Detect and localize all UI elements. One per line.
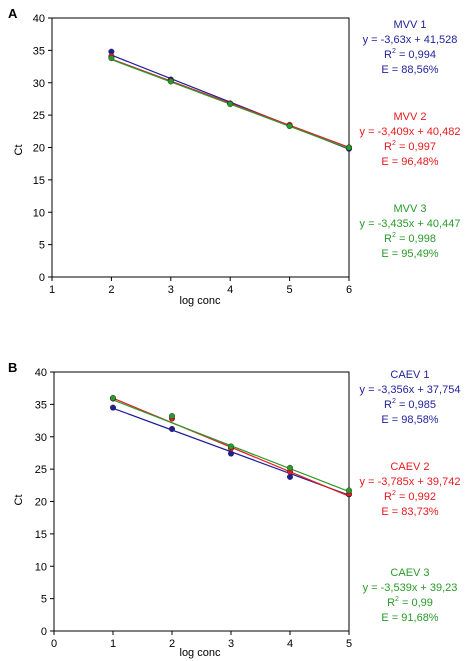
data-point-mvv-3 [167, 78, 174, 85]
data-point-caev-1 [168, 425, 175, 432]
r-squared-label: R2 = 0,997 [384, 140, 436, 153]
y-tick-label: 35 [35, 399, 47, 411]
r-squared-value: = 0,985 [396, 399, 436, 411]
data-point-caev-3 [227, 443, 234, 450]
r-squared-symbol: R [384, 399, 392, 411]
y-tick-label: 30 [33, 78, 45, 90]
r-squared-label: R2 = 0,99 [387, 596, 433, 609]
data-point-caev-3 [168, 413, 175, 420]
y-tick-label: 5 [41, 594, 47, 606]
y-tick-label: 0 [39, 272, 45, 284]
r-squared-symbol: R [387, 597, 395, 609]
x-axis-label: log conc [180, 647, 221, 659]
r-squared-value: = 0,99 [399, 597, 433, 609]
r-squared-label: R2 = 0,998 [384, 232, 436, 245]
y-tick-label: 10 [33, 207, 45, 219]
series-name-label: CAEV 3 [390, 567, 429, 579]
data-point-caev-1 [287, 473, 294, 480]
y-tick-label: 5 [39, 240, 45, 252]
x-tick-label: 0 [51, 638, 57, 650]
plot-frame [51, 17, 350, 278]
data-point-mvv-3 [346, 144, 353, 151]
x-tick-label: 4 [227, 284, 233, 296]
panel-letter: B [8, 360, 17, 375]
x-tick-label: 1 [49, 284, 55, 296]
efficiency-label: E = 96,48% [381, 156, 438, 168]
x-tick-label: 6 [346, 284, 352, 296]
series-name-label: MVV 2 [393, 111, 426, 123]
equation-label: y = -3,539x + 39,23 [363, 582, 458, 594]
series-name-label: CAEV 2 [390, 461, 429, 473]
efficiency-label: E = 83,73% [381, 506, 438, 518]
data-point-mvv-3 [108, 55, 115, 62]
data-point-caev-3 [346, 487, 353, 494]
x-tick-label: 5 [346, 638, 352, 650]
y-tick-label: 35 [33, 45, 45, 57]
equation-label: y = -3,435x + 40,447 [360, 218, 461, 230]
r-squared-label: R2 = 0,992 [384, 490, 436, 503]
r-squared-superscript: 2 [392, 232, 396, 239]
y-tick-label: 40 [33, 13, 45, 25]
y-tick-label: 30 [35, 432, 47, 444]
y-tick-label: 25 [35, 464, 47, 476]
r-squared-symbol: R [384, 141, 392, 153]
x-tick-label: 4 [287, 638, 293, 650]
x-tick-label: 2 [169, 638, 175, 650]
y-tick-label: 15 [35, 529, 47, 541]
y-tick-label: 0 [41, 626, 47, 638]
r-squared-symbol: R [384, 49, 392, 61]
x-tick-label: 1 [110, 638, 116, 650]
data-point-caev-1 [109, 404, 116, 411]
equation-label: y = -3,409x + 40,482 [360, 126, 461, 138]
data-point-mvv-3 [227, 101, 234, 108]
data-point-caev-3 [109, 394, 116, 401]
data-point-caev-3 [287, 464, 294, 471]
r-squared-label: R2 = 0,994 [384, 48, 436, 61]
plot-frame [53, 371, 350, 632]
y-tick-label: 20 [33, 143, 45, 155]
series-name-label: CAEV 1 [390, 369, 429, 381]
r-squared-value: = 0,994 [396, 49, 436, 61]
data-point-mvv-3 [286, 123, 293, 130]
r-squared-superscript: 2 [392, 490, 396, 497]
y-axis-label: Ct [13, 495, 25, 506]
equation-label: y = -3,356x + 37,754 [360, 384, 461, 396]
r-squared-superscript: 2 [392, 48, 396, 55]
r-squared-superscript: 2 [392, 140, 396, 147]
chart-panel-b: B 0 5 10 15 20 25 30 35 40 0 1 2 3 4 5 log conc Ct CAEV 1 y… [8, 360, 460, 659]
y-tick-label: 40 [35, 367, 47, 379]
y-tick-label: 15 [33, 175, 45, 187]
r-squared-label: R2 = 0,985 [384, 398, 436, 411]
x-axis-label: log conc [180, 295, 221, 307]
efficiency-label: E = 95,49% [381, 248, 438, 260]
r-squared-value: = 0,998 [396, 233, 436, 245]
data-point-caev-1 [227, 450, 234, 457]
series-name-label: MVV 1 [393, 19, 426, 31]
r-squared-superscript: 2 [395, 596, 399, 603]
efficiency-label: E = 98,58% [381, 414, 438, 426]
x-tick-label: 3 [168, 284, 174, 296]
r-squared-superscript: 2 [392, 398, 396, 405]
x-tick-label: 2 [108, 284, 114, 296]
series-name-label: MVV 3 [393, 203, 426, 215]
efficiency-label: E = 91,68% [381, 612, 438, 624]
y-tick-label: 20 [35, 497, 47, 509]
r-squared-symbol: R [384, 491, 392, 503]
x-tick-label: 3 [228, 638, 234, 650]
r-squared-value: = 0,992 [396, 491, 436, 503]
r-squared-symbol: R [384, 233, 392, 245]
r-squared-value: = 0,997 [396, 141, 436, 153]
chart-panel-a: A 0 5 10 15 20 25 30 35 40 1 2 3 4 5 6 log conc Ct MVV 1 y … [8, 6, 460, 307]
equation-label: y = -3,63x + 41,528 [363, 34, 458, 46]
efficiency-label: E = 88,56% [381, 64, 438, 76]
x-tick-label: 5 [287, 284, 293, 296]
equation-label: y = -3,785x + 39,742 [360, 476, 461, 488]
panel-letter: A [8, 6, 18, 21]
y-tick-label: 10 [35, 561, 47, 573]
y-tick-label: 25 [33, 110, 45, 122]
y-axis-label: Ct [13, 145, 25, 156]
